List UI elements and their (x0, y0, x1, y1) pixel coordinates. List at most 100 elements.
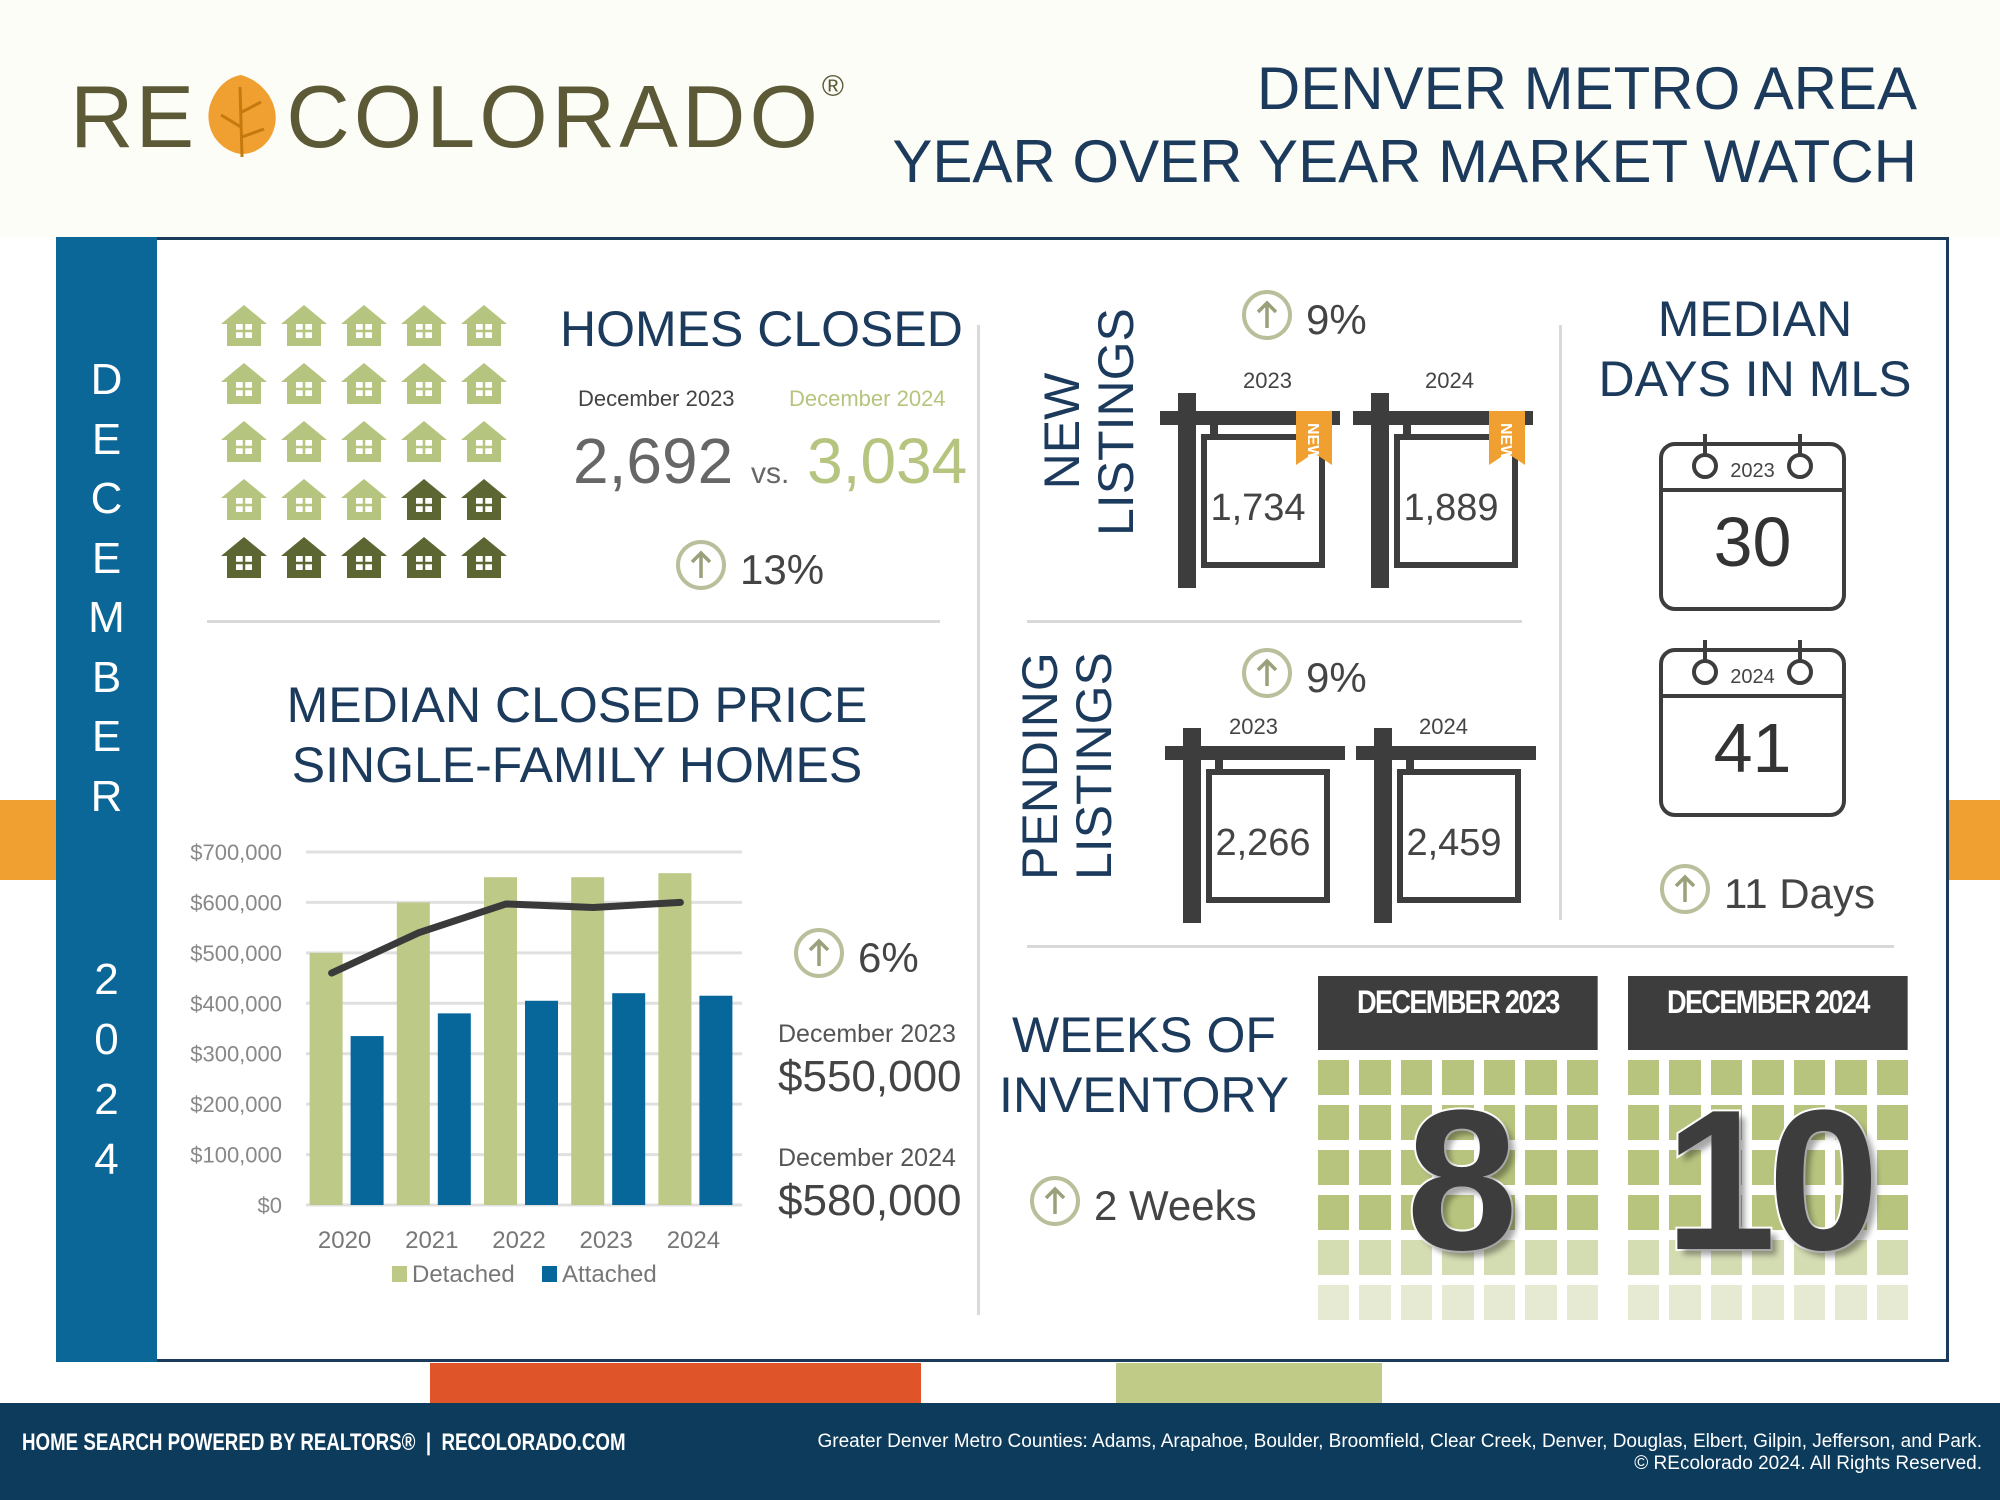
calendar-day-cell (1752, 1150, 1784, 1185)
y-tick-label: $500,000 (190, 941, 282, 966)
x-tick-label: 2023 (580, 1227, 633, 1254)
pending-listings-title: PENDING LISTINGS (1012, 652, 1123, 880)
calendar-day-cell (1359, 1150, 1391, 1185)
weeks-inventory-change: 2 Weeks (1028, 1174, 1257, 1238)
new-listing-sign-2024: NEW! 1,889 (1353, 393, 1533, 588)
year-digit: 4 (94, 1135, 119, 1184)
new-listings-title: NEW LISTINGS (1034, 308, 1145, 536)
calendar-day-cell (1566, 1150, 1598, 1185)
calendar-day-cell (1442, 1195, 1474, 1230)
change-value: 6% (858, 934, 919, 981)
year-digit: 2 (94, 955, 119, 1004)
house-icon (459, 302, 509, 353)
calendar-day-cell (1359, 1240, 1391, 1275)
divider (1559, 325, 1562, 920)
calendar-day-cell (1400, 1150, 1433, 1185)
house-icon (219, 534, 269, 585)
bar-detached (309, 952, 343, 1205)
calendar-day-cell (1793, 1285, 1826, 1320)
calendar-day-cell (1876, 1105, 1908, 1140)
weeks-calendar-2023: DECEMBER 2023 8 (1318, 976, 1598, 1320)
change-value: 13% (740, 546, 825, 593)
month-letter: M (88, 593, 125, 642)
change-value: 11 Days (1724, 870, 1875, 917)
y-tick-label: $100,000 (190, 1143, 282, 1168)
bar-attached (350, 1036, 384, 1205)
bar-detached (396, 902, 430, 1205)
pending-listings-label-2024: 2024 (1419, 714, 1468, 739)
bar-detached (658, 873, 692, 1205)
change-value: 9% (1306, 654, 1367, 701)
calendar-day-cell (1566, 1060, 1598, 1095)
median-price-chart: $0 $100,000 $200,000 $300,000 $400,000 $500,0… (190, 840, 742, 1288)
house-icon (339, 360, 389, 411)
legend-label: Attached (562, 1261, 657, 1288)
pending-listing-sign-2024: 2,459 (1356, 728, 1536, 923)
homes-closed-label-2023: December 2023 (578, 386, 735, 411)
house-icon (399, 476, 449, 527)
calendar-day-cell (1483, 1150, 1516, 1185)
calendar-day-cell (1752, 1240, 1784, 1275)
homes-closed-title: HOMES CLOSED (560, 301, 963, 357)
calendar-day-cell (1752, 1105, 1784, 1140)
homes-closed-values: 2,692 vs. 3,034 (573, 424, 967, 498)
x-tick-label: 2021 (405, 1227, 458, 1254)
up-arrow-circle-icon (1240, 288, 1294, 352)
footer-tagline: HOME SEARCH POWERED BY REALTORS® | RECOL… (22, 1429, 626, 1456)
calendar-day-cell (1710, 1105, 1743, 1140)
calendar-day-cell (1400, 1060, 1433, 1095)
calendar-day-cell (1400, 1195, 1433, 1230)
title-line: NEW (1034, 372, 1090, 490)
median-price-title-line1: MEDIAN CLOSED PRICE (286, 677, 868, 733)
calendar-day-cell (1400, 1285, 1433, 1320)
value: 30 (1713, 503, 1792, 581)
legend-swatch (542, 1266, 557, 1282)
calendar-day-cell (1835, 1060, 1867, 1095)
homes-closed-2023: 2,692 (573, 425, 734, 497)
house-icon (399, 418, 449, 469)
year-digit: 2 (94, 1075, 119, 1124)
footer-copyright: © REcolorado 2024. All Rights Reserved. (1634, 1453, 1982, 1474)
calendar-day-cell (1876, 1150, 1908, 1185)
house-icon (279, 360, 329, 411)
y-tick-label: $700,000 (190, 840, 282, 865)
svg-text:NEW!: NEW! (1304, 423, 1321, 466)
calendar-day-cell (1669, 1105, 1701, 1140)
footer-site-link[interactable]: RECOLORADO.COM (441, 1429, 626, 1456)
x-tick-label: 2020 (318, 1227, 371, 1254)
weeks-calendar-2024: DECEMBER 2024 10 (1628, 976, 1908, 1320)
calendar-day-cell (1628, 1285, 1660, 1320)
calendar-day-cell (1525, 1240, 1557, 1275)
new-listings-change: 9% (1240, 288, 1367, 352)
year: 2024 (1730, 666, 1775, 688)
calendar-day-cell (1400, 1105, 1433, 1140)
y-tick-label: $300,000 (190, 1042, 282, 1067)
calendar-day-cell (1525, 1195, 1557, 1230)
calendar-day-cell (1793, 1105, 1826, 1140)
accent-bar-orange (430, 1363, 921, 1403)
calendar-day-cell (1669, 1240, 1701, 1275)
calendar-day-cell (1835, 1195, 1867, 1230)
up-arrow-circle-icon (792, 926, 846, 990)
calendar-day-cell (1318, 1105, 1350, 1140)
calendar-day-cell (1628, 1240, 1660, 1275)
value: 41 (1713, 709, 1792, 787)
calendar-day-cell (1669, 1285, 1701, 1320)
house-icon (459, 360, 509, 411)
median-price-label-2024: December 2024 (778, 1144, 956, 1172)
calendar-icon (1659, 434, 1846, 611)
legend-label: Detached (412, 1261, 515, 1288)
registered-mark: ® (821, 70, 846, 103)
calendar-day-cell (1525, 1060, 1557, 1095)
calendar-day-cell (1318, 1195, 1350, 1230)
page-title-line1: DENVER METRO AREA (1256, 55, 1917, 122)
calendar-day-cell (1669, 1195, 1701, 1230)
title-line: LISTINGS (1066, 652, 1122, 880)
new-listings-label-2023: 2023 (1243, 368, 1292, 393)
calendar-2024: 2024 41 (1658, 640, 1847, 818)
calendar-day-cell (1442, 1060, 1474, 1095)
calendar-day-cell (1566, 1195, 1598, 1230)
bar-detached (571, 877, 605, 1205)
calendar-day-cell (1359, 1060, 1391, 1095)
